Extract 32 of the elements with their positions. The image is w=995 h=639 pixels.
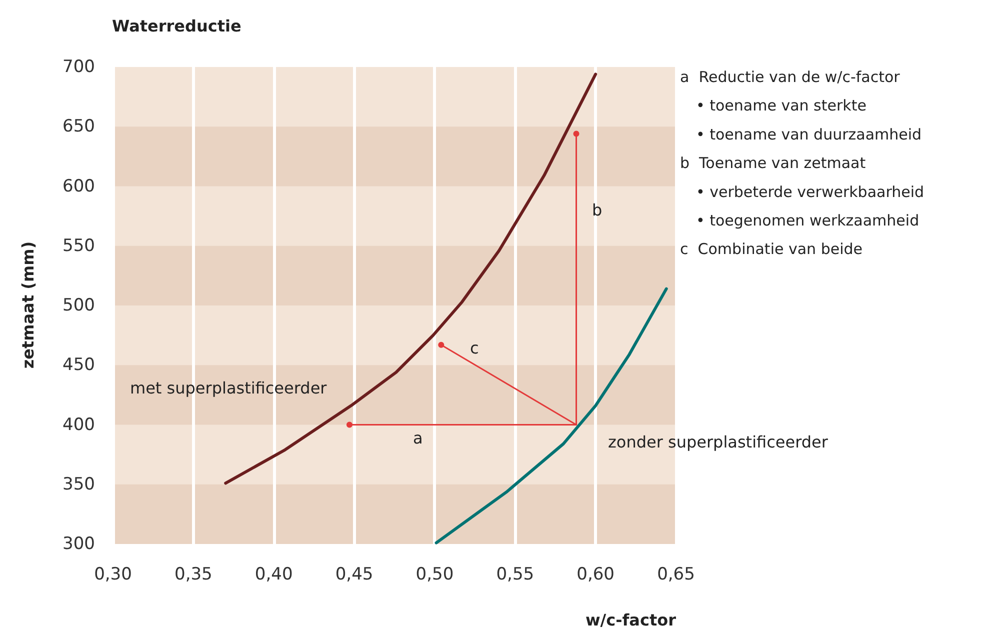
y-tick-label: 400: [62, 414, 95, 435]
y-tick-label: 600: [62, 176, 95, 196]
text: a Reductie van de w/c-factor: [680, 68, 901, 86]
series-label: c: [470, 338, 479, 358]
y-tick-label: 650: [62, 116, 95, 137]
text: c Combinatie van beide: [680, 240, 862, 258]
x-tick-label: 0,60: [576, 564, 614, 584]
y-tick-label: 550: [62, 236, 95, 256]
x-tick-label: 0,45: [335, 564, 374, 584]
y-tick-label: 300: [62, 534, 95, 554]
x-tick-label: 0,65: [657, 564, 695, 584]
text: • verbeterde verwerkbaarheid: [696, 182, 924, 201]
x-tick-label: 0,40: [254, 564, 293, 584]
y-tick-label: 450: [62, 355, 95, 376]
x-axis-title: w/c-factor: [585, 610, 676, 630]
x-tick-label: 0,55: [496, 564, 534, 584]
x-tick-label: 0,50: [416, 564, 454, 584]
x-tick-label: 0,35: [174, 564, 212, 584]
series-label: zonder superplastificeerder: [608, 432, 828, 452]
y-tick-label: 500: [62, 296, 95, 316]
text: • toegenomen werkzaamheid: [696, 212, 920, 230]
chart-title: Waterreductie: [112, 16, 242, 36]
y-axis-title: zetmaat (mm): [18, 241, 38, 369]
y-tick-label: 350: [62, 474, 95, 494]
text: • toename van duurzaamheid: [696, 125, 922, 144]
text: • toename van sterkte: [696, 96, 866, 115]
series-label: met superplastificeerder: [130, 378, 328, 398]
series-label: b: [592, 200, 602, 220]
y-tick-label: 700: [62, 57, 95, 77]
text: b Toename van zetmaat: [680, 154, 866, 172]
series-label: a: [413, 428, 423, 448]
x-tick-label: 0,30: [94, 564, 132, 584]
